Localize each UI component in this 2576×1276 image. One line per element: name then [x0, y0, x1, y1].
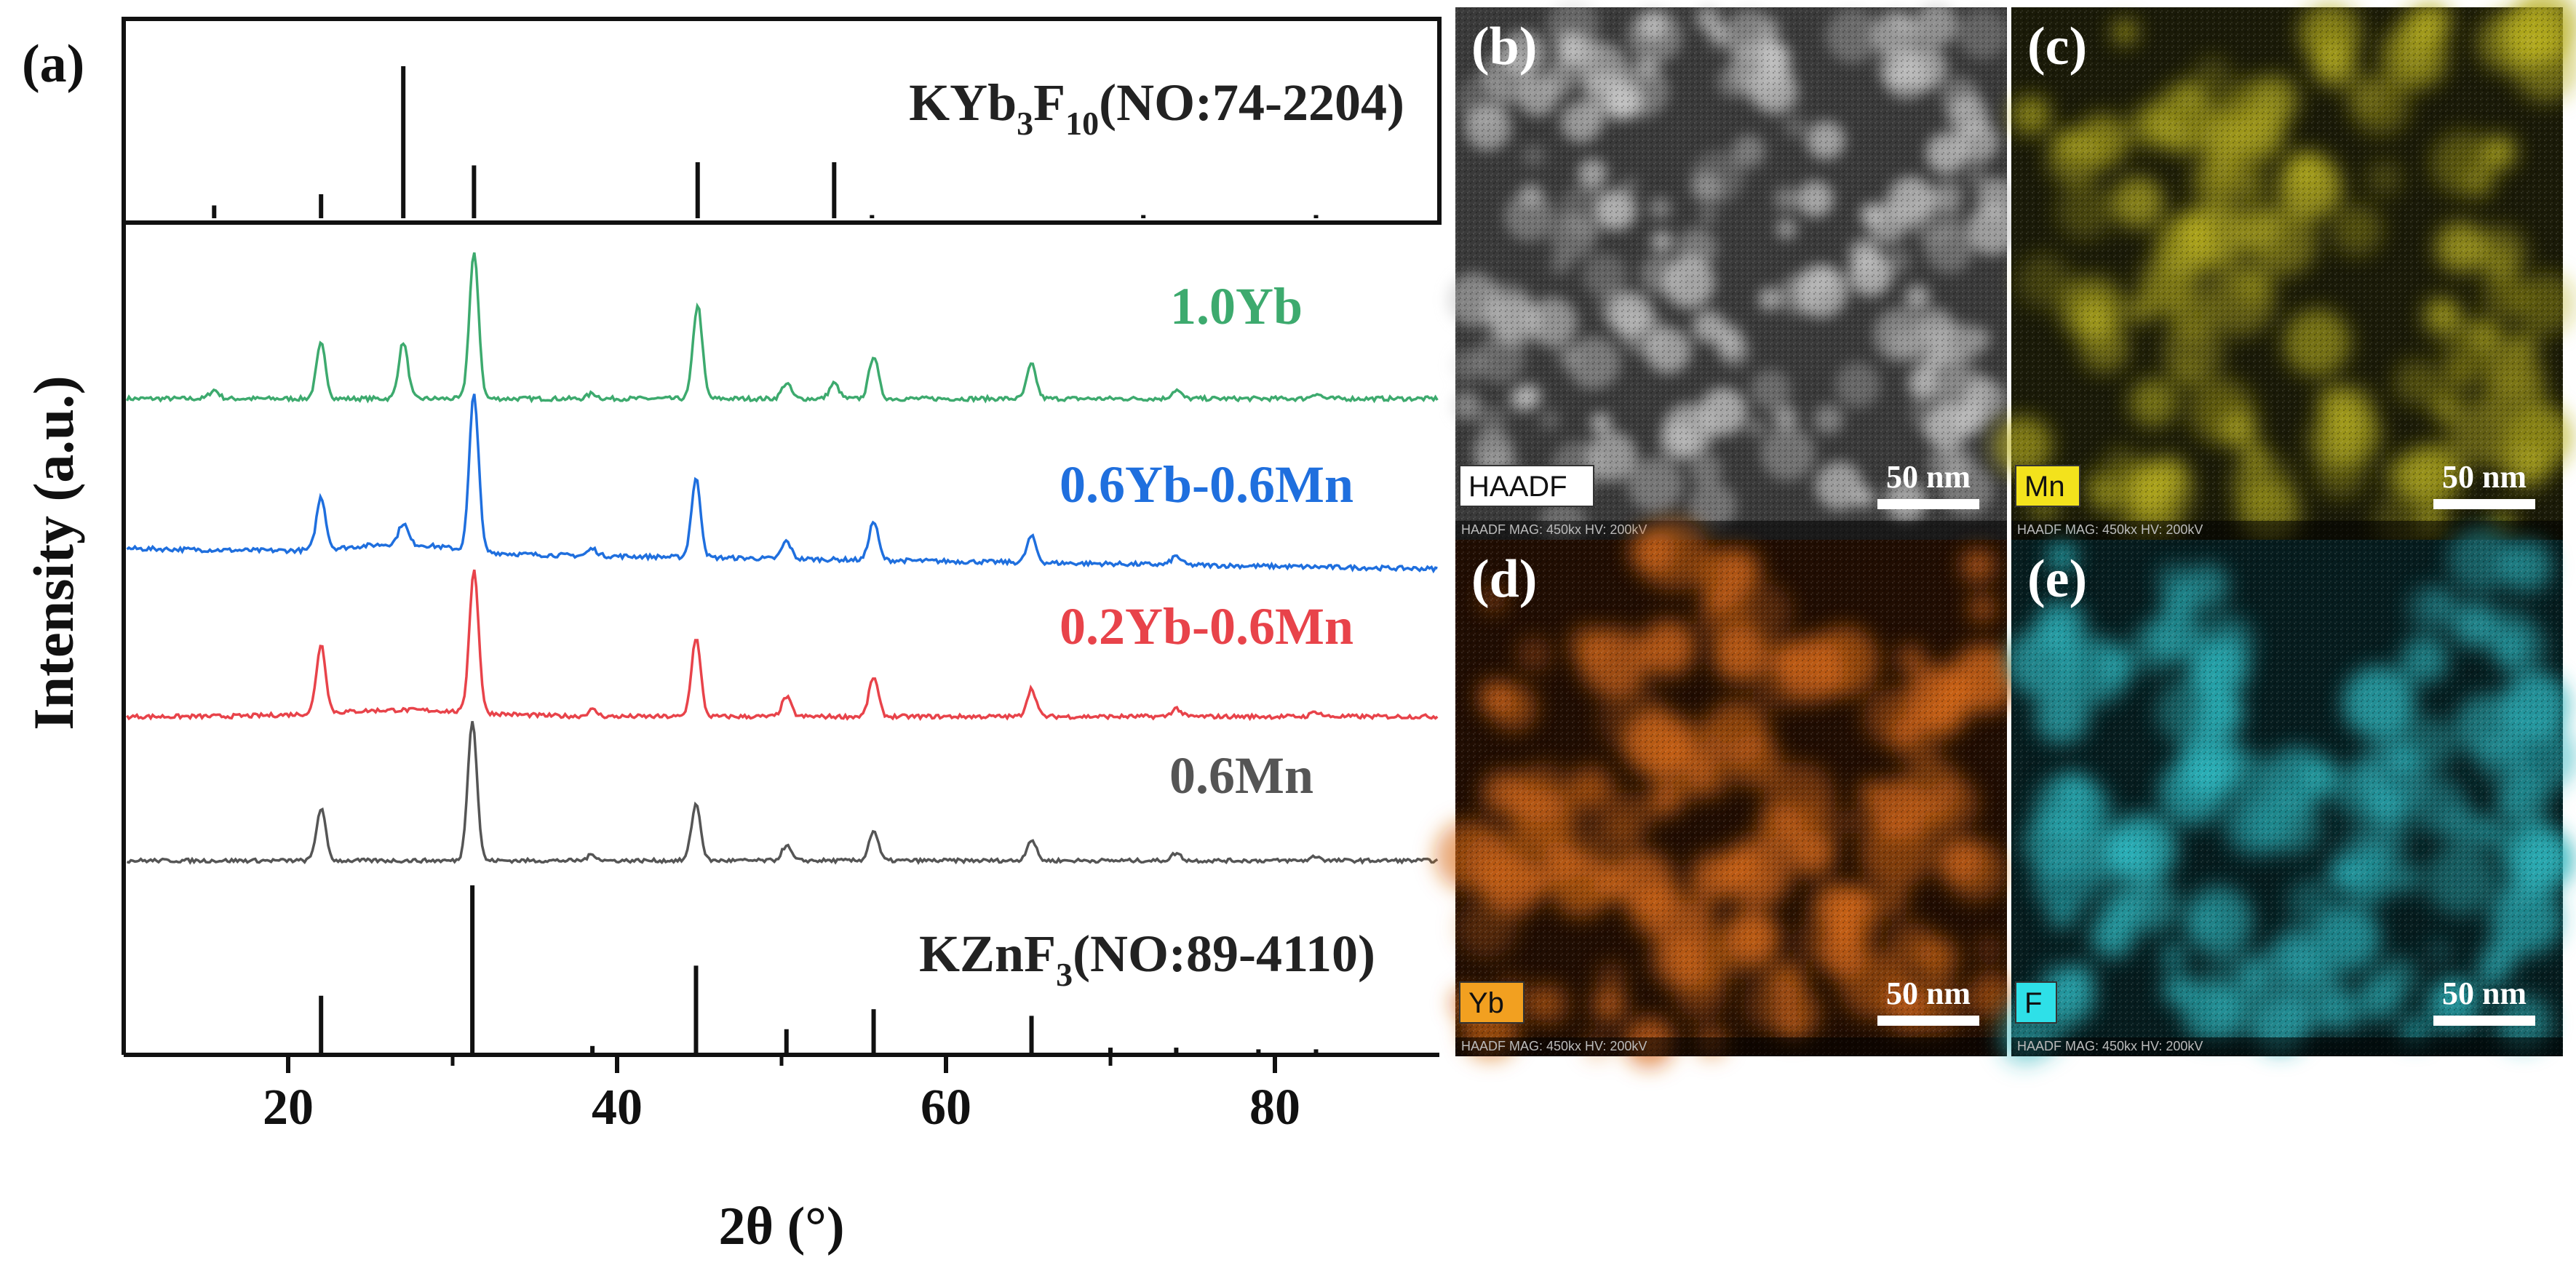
series-line-0 — [125, 252, 1439, 404]
scale-bar — [1877, 1016, 1979, 1026]
micrograph-e: HAADF MAG: 450kx HV: 200kV (e) F 50 nm — [1997, 527, 2576, 1067]
micrograph-noise — [2011, 7, 2563, 540]
panel-letter-e: (e) — [2027, 549, 2087, 609]
micrograph-noise — [2011, 540, 2563, 1056]
series-label: 0.2Yb-0.6Mn — [1060, 597, 1353, 655]
reference-bottom-peaks — [319, 885, 1319, 1053]
micrograph-badge-box — [1459, 465, 1594, 507]
micrograph-badge: Mn — [2024, 471, 2065, 503]
micrograph-footer-bar — [2011, 1037, 2563, 1056]
micrograph-footer: HAADF MAG: 450kx HV: 200kV — [2017, 522, 2203, 537]
x-ticks: 20 40 60 80 — [263, 1055, 1300, 1136]
micrograph-badge: Yb — [1468, 987, 1504, 1019]
panel-letter-b: (b) — [1471, 17, 1537, 76]
y-axis-label: Intensity (a.u.) — [22, 375, 85, 730]
x-axis-label: 2θ (°) — [718, 1197, 844, 1256]
micrograph-badge: F — [2024, 987, 2042, 1019]
reference-top-label: KYb3F10(NO:74-2204) — [909, 73, 1404, 142]
micrograph-badge-box — [2015, 465, 2080, 507]
micrograph-noise — [1455, 540, 2007, 1056]
micrograph-badge-box — [2015, 981, 2057, 1024]
micrograph-noise — [1455, 7, 2007, 540]
micrograph-badge: HAADF — [1468, 471, 1567, 503]
series-curves — [125, 252, 1439, 865]
series-labels: 1.0Yb 0.6Yb-0.6Mn 0.2Yb-0.6Mn 0.6Mn — [1060, 277, 1353, 805]
scale-bar — [2433, 499, 2535, 509]
micrograph-d: HAADF MAG: 450kx HV: 200kV (d) Yb 50 nm — [1434, 519, 2019, 1068]
reference-bottom-label: KZnF3(NO:89-4110) — [919, 925, 1375, 993]
panel-letter-a: (a) — [22, 34, 84, 94]
scale-bar — [1877, 499, 1979, 509]
scale-bar-label: 50 nm — [1886, 459, 1971, 495]
series-label: 1.0Yb — [1170, 277, 1303, 335]
micrograph-footer-bar — [1455, 1037, 2007, 1056]
x-tick-label: 60 — [921, 1080, 971, 1136]
micrograph-panels: HAADF MAG: 450kx HV: 200kV(b)HAADF 50 nmH… — [1434, 0, 2576, 1068]
scale-bar-label: 50 nm — [2442, 459, 2527, 495]
panel-letter-c: (c) — [2027, 17, 2087, 76]
panel-a: (a) KYb3F10(NO:74-2204) 20 40 60 80 1.0Yb 0.… — [22, 17, 1442, 1256]
series-line-1 — [126, 394, 1438, 574]
series-line-2 — [126, 569, 1439, 722]
panel-letter-d: (d) — [1471, 549, 1537, 609]
series-label: 0.6Yb-0.6Mn — [1060, 455, 1353, 514]
reference-top-peaks — [212, 66, 1319, 218]
micrograph-c: HAADF MAG: 450kx HV: 200kV (c) Mn 50 nm — [1993, 0, 2576, 559]
x-tick-label: 40 — [592, 1080, 643, 1136]
reference-top-frame — [122, 17, 1442, 225]
x-tick-label: 80 — [1249, 1080, 1300, 1136]
micrograph-b: HAADF MAG: 450kx HV: 200kV (b) HAADF 50 nm — [1447, 0, 2018, 548]
micrograph-footer: HAADF MAG: 450kx HV: 200kV — [1461, 522, 1647, 537]
scale-bar — [2433, 1016, 2535, 1026]
scale-bar-label: 50 nm — [1886, 976, 1971, 1011]
scale-bar-label: 50 nm — [2442, 976, 2527, 1011]
series-line-3 — [127, 721, 1439, 865]
micrograph-footer: HAADF MAG: 450kx HV: 200kV — [2017, 1039, 2203, 1053]
micrograph-badge-box — [1459, 981, 1524, 1024]
series-label: 0.6Mn — [1169, 746, 1313, 805]
micrograph-footer-bar — [1455, 521, 2007, 540]
micrograph-footer: HAADF MAG: 450kx HV: 200kV — [1461, 1039, 1647, 1053]
x-tick-label: 20 — [263, 1080, 314, 1136]
